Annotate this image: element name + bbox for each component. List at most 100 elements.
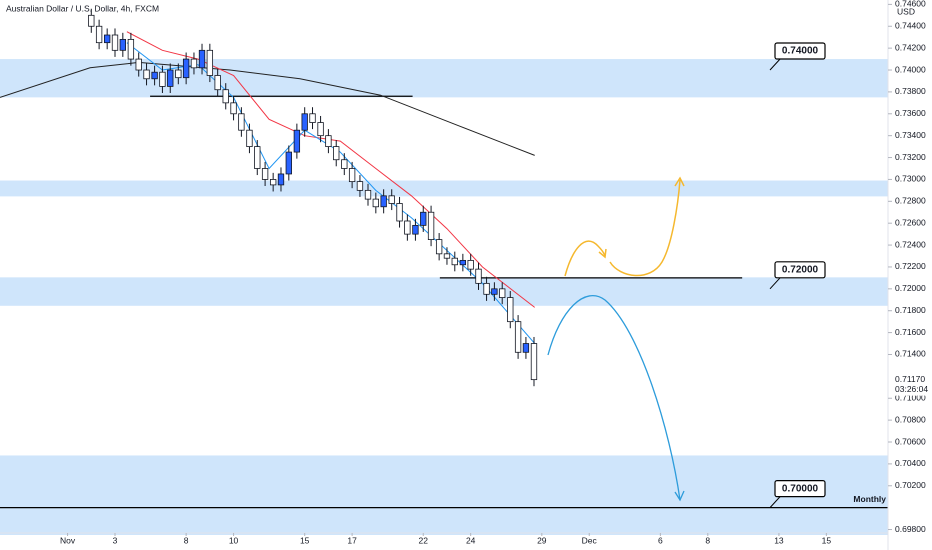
x-tick-label: 22 [419,535,429,545]
candle-body [293,129,301,153]
candle-body [467,259,474,270]
y-tick-label: 0.73200 [895,152,926,162]
candle-body [104,34,111,44]
y-tick-label: 0.74400 [895,21,926,31]
candle-body [372,198,379,208]
x-tick-label: 8 [705,535,710,545]
y-tick-label: 0.69800 [895,524,926,534]
candle-body [459,259,467,266]
y-tick-label: 0.72600 [895,217,926,227]
projection-arrow [609,179,681,277]
x-tick-label: 29 [537,535,547,545]
candle-body [404,220,411,235]
candle-body [341,159,348,169]
candle-body [333,146,340,161]
y-tick-label: 0.71400 [895,349,926,359]
level-label: 0.74000 [782,46,819,57]
candle-body [198,49,206,69]
candle-body [309,113,316,123]
monthly-label: Monthly [853,494,886,504]
x-tick-label: 10 [229,535,239,545]
level-box [774,480,826,498]
candle-body [507,297,514,323]
arrow-head [674,490,685,502]
candle-body [396,203,403,222]
candle-body [285,151,292,175]
chart-title: Australian Dollar / U.S. Dollar, 4h, FXC… [6,3,159,13]
candle-body [175,69,182,79]
level-pointer [769,495,782,508]
x-tick-label: 15 [300,535,310,545]
y-tick-label: 0.73600 [895,108,926,118]
candle-body [348,168,356,183]
level-label: 0.72000 [782,264,819,275]
moving-average [0,61,535,156]
arrow-head [598,248,607,259]
candle-body [261,168,269,180]
x-tick-label: Nov [60,535,76,545]
level-box [774,42,826,60]
currency: USD [897,6,915,16]
candle-body [451,257,458,266]
candle-body [443,253,451,259]
candle-body [522,343,530,353]
candle-body [111,34,119,51]
y-tick-label: 0.74600 [895,0,926,9]
candle-body [230,102,237,115]
y-tick-label: 0.70800 [895,414,926,424]
y-tick-label: 0.72400 [895,239,926,249]
candle-body [427,211,435,241]
countdown-label: 03:26:04 [895,384,928,394]
candle-body [127,38,135,60]
y-tick-label: 0.71600 [895,327,926,337]
candle-body [364,189,372,200]
candle-body [190,58,198,69]
zones [0,59,888,535]
candle-body [483,282,490,295]
plot [0,8,888,509]
candle-body [499,288,506,298]
candle-body [301,113,308,131]
y-tick-label: 0.71000 [895,392,926,402]
candle-body [491,288,498,295]
candle-body [143,69,150,80]
x-tick-label: 15 [822,535,832,545]
candle-body [475,268,482,284]
y-tick-label: 0.72200 [895,261,926,271]
y-tick-label: 0.74200 [895,42,926,52]
level-box [774,261,826,279]
y-tick-label: 0.74000 [895,64,926,74]
candle-body [151,71,158,80]
y-tick-label: 0.71800 [895,305,926,315]
candle-body [206,49,214,76]
arrow-head [674,176,685,187]
level-pointer [769,276,782,290]
y-tick-label: 0.73800 [895,86,926,96]
candle-body [530,343,538,381]
candle-body [435,239,443,255]
x-tick-label: 17 [347,535,357,545]
last-price-label: 0.71170 [895,374,925,384]
candle-body [420,211,427,226]
y-tick-label: 0.72800 [895,196,926,206]
level-label: 0.70000 [782,483,819,494]
y-tick-label: 0.73000 [895,174,926,184]
x-tick-label: 13 [774,535,784,545]
candle-body [356,181,364,191]
zone [0,59,888,98]
zone [0,455,888,535]
candle-body [222,89,229,104]
candle-body [159,71,166,87]
candle-body [135,58,142,71]
candle-body [95,25,103,44]
y-tick-label: 0.70200 [895,480,926,490]
candle-body [325,135,332,148]
candle-body [182,58,190,79]
x-tick-label: 3 [113,535,118,545]
x-tick-label: 8 [184,535,189,545]
last-price-box [890,373,932,396]
zone [0,277,888,306]
candle-body [380,195,387,208]
candle-body [269,179,277,186]
